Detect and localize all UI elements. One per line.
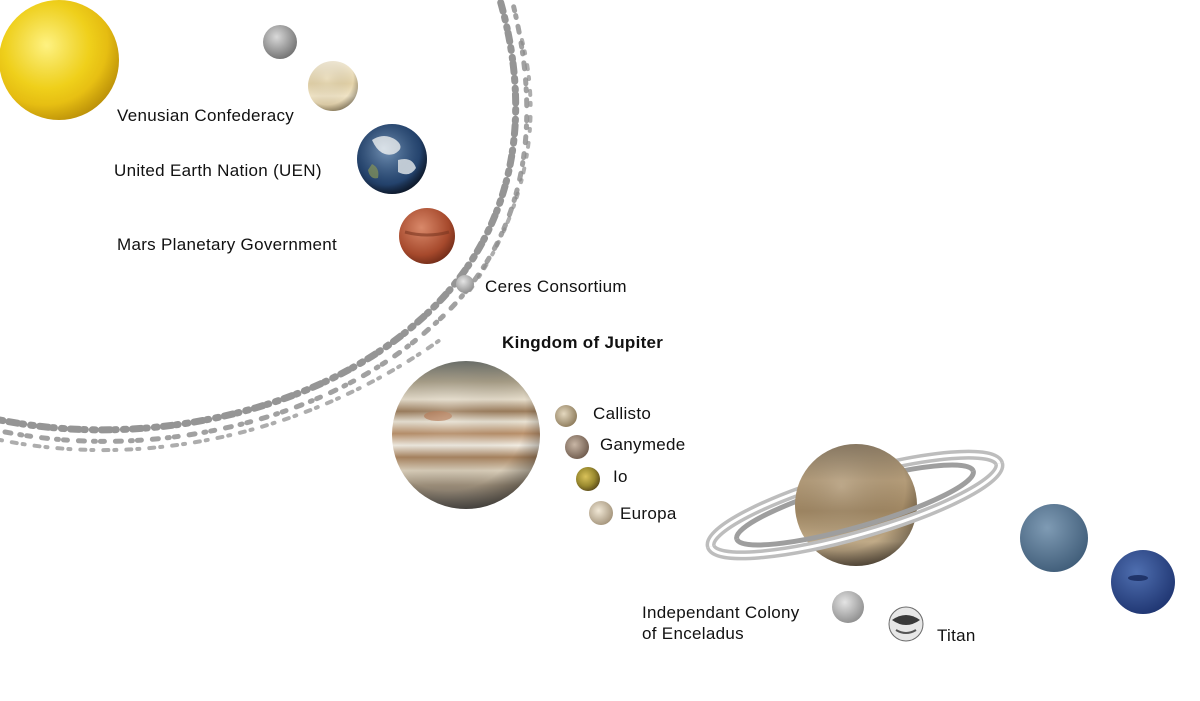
label-enceladus-line2: of Enceladus (642, 624, 744, 643)
label-io: Io (613, 467, 628, 486)
mars-icon (399, 208, 455, 264)
label-ganymede: Ganymede (600, 435, 686, 454)
label-enceladus-line1: Independant Colony (642, 603, 800, 622)
asteroid-belt (0, 0, 533, 453)
titan-icon (888, 606, 924, 642)
uranus-icon (1020, 504, 1088, 572)
sun-icon (0, 0, 119, 120)
ganymede-icon (565, 435, 589, 459)
label-mars-planetary-government: Mars Planetary Government (117, 235, 338, 254)
label-europa: Europa (620, 504, 677, 523)
label-venusian-confederacy: Venusian Confederacy (117, 106, 295, 125)
label-united-earth-nation: United Earth Nation (UEN) (114, 161, 322, 180)
label-callisto: Callisto (593, 404, 652, 423)
mercury-icon (263, 25, 297, 59)
neptune-icon (1111, 550, 1175, 614)
earth-icon (357, 124, 427, 194)
saturn-rings-front (706, 462, 1005, 561)
label-kingdom-of-jupiter: Kingdom of Jupiter (502, 333, 664, 352)
io-icon (576, 467, 600, 491)
jupiter-icon (392, 361, 540, 509)
venus-icon (308, 61, 358, 111)
europa-icon (589, 501, 613, 525)
callisto-icon (555, 405, 577, 427)
label-titan: Titan (937, 626, 976, 645)
enceladus-icon (832, 591, 864, 623)
ceres-icon (456, 275, 474, 293)
label-ceres-consortium: Ceres Consortium (485, 277, 627, 296)
